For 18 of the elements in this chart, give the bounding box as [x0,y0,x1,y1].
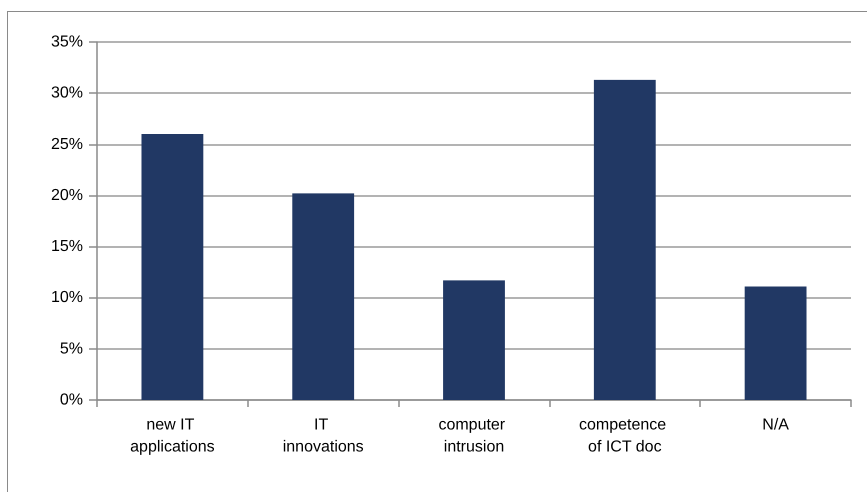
bar [141,134,204,400]
x-tick-label: competence of ICT doc [578,416,671,456]
bar [292,193,354,400]
y-tick-label: 20% [50,186,83,204]
x-tick-label: N/A [762,416,790,434]
x-tick-label: new IT applications [130,416,215,456]
x-tick-label: IT innovations [282,416,364,456]
bar [594,80,656,400]
y-tick-label: 25% [50,136,83,153]
y-tick-label: 35% [50,34,83,50]
x-tick-label: computer intrusion [438,416,510,456]
y-tick-label: 10% [50,289,83,306]
y-tick-label: 0% [60,392,83,408]
y-tick-label: 30% [50,84,83,102]
y-tick-label: 5% [60,340,83,358]
bar [443,280,505,400]
y-tick-label: 15% [50,238,83,256]
bar [744,286,807,400]
